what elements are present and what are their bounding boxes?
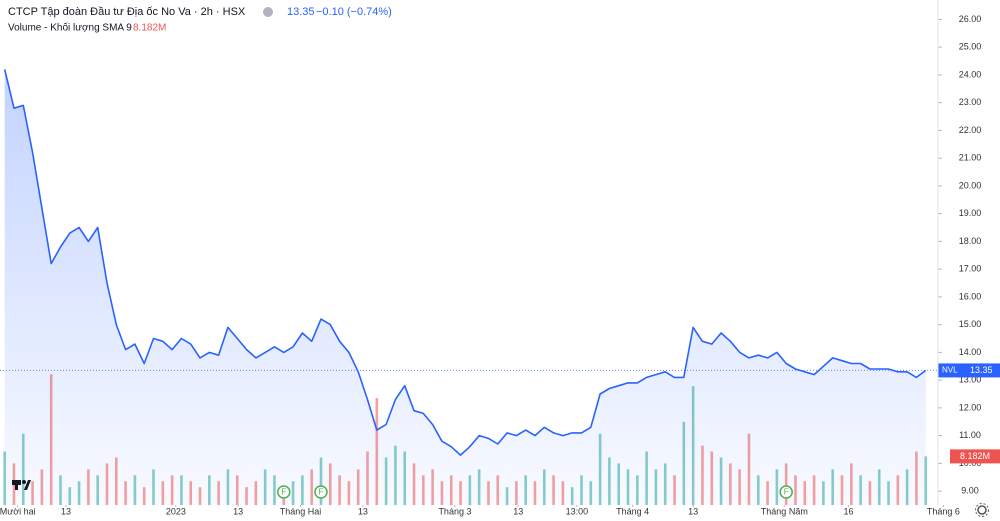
y-tick-label: 12.00 xyxy=(959,402,982,412)
y-tick-label: 9.00 xyxy=(961,486,979,496)
volume-tag-value: 8.182M xyxy=(960,451,990,461)
x-tick-label: 16 xyxy=(844,506,854,516)
tv-logo xyxy=(12,480,31,490)
volume-last: 8.182M xyxy=(133,23,166,34)
price-line xyxy=(3,69,927,456)
y-tick-label: 11.00 xyxy=(959,430,981,440)
y-tick-label: 18.00 xyxy=(959,236,982,246)
y-tick-label: 22.00 xyxy=(959,125,982,135)
status-icon xyxy=(263,7,273,17)
y-tick-label: 17.00 xyxy=(959,264,982,274)
x-tick-label: 13:00 xyxy=(566,506,589,516)
volume-bar xyxy=(3,451,6,505)
volume-legend: Volume - Khối lượng SMA 9 xyxy=(8,22,132,34)
price-change: −0.10 (−0.74%) xyxy=(316,6,392,18)
y-tick-label: 25.00 xyxy=(959,42,982,52)
x-tick-label: Mười hai xyxy=(0,506,36,516)
x-tick-label: 13 xyxy=(688,506,698,516)
x-tick-label: 13 xyxy=(358,506,368,516)
x-tick-label: 13 xyxy=(233,506,243,516)
y-tick-label: 23.00 xyxy=(959,97,982,107)
last-price: 13.35 xyxy=(287,6,315,18)
y-tick-label: 16.00 xyxy=(959,291,982,301)
earnings-marker-label: F xyxy=(319,488,324,497)
price-area xyxy=(4,69,926,505)
price-layer xyxy=(3,69,927,505)
x-tick-label: Tháng 4 xyxy=(616,506,649,516)
earnings-marker-label: F xyxy=(281,488,286,497)
earnings-marker xyxy=(314,485,328,499)
earnings-marker xyxy=(277,485,291,499)
axes: 9.0010.0011.0012.0013.0014.0015.0016.001… xyxy=(0,14,1000,516)
y-tick-label: 21.00 xyxy=(959,153,982,163)
settings-icon[interactable] xyxy=(975,503,989,517)
y-tick-label: 13.00 xyxy=(959,375,982,385)
price-tag xyxy=(938,363,1000,378)
x-tick-label: 2023 xyxy=(166,506,186,516)
x-tick-label: Tháng Năm xyxy=(761,506,808,516)
chart-title: CTCP Tập đoàn Đầu tư Địa ốc No Va · 2h ·… xyxy=(8,6,246,18)
x-tick-label: Tháng 3 xyxy=(438,506,471,516)
y-tick-label: 15.00 xyxy=(959,319,982,329)
earnings-marker-label: F xyxy=(784,488,789,497)
x-tick-label: 13 xyxy=(61,506,71,516)
price-tag-value: 13.35 xyxy=(970,365,993,375)
y-tick-label: 24.00 xyxy=(959,69,982,79)
volume-tag xyxy=(950,449,1000,464)
x-tick-label: 13 xyxy=(513,506,523,516)
volume-bar xyxy=(924,456,928,505)
y-tick-label: 20.00 xyxy=(959,180,982,190)
price-tag-symbol: NVL xyxy=(942,366,958,375)
x-tick-label: Tháng 6 xyxy=(927,506,960,516)
y-tick-label: 26.00 xyxy=(959,14,982,24)
earnings-marker xyxy=(779,485,793,499)
y-tick-label: 19.00 xyxy=(959,208,982,218)
y-tick-label: 14.00 xyxy=(959,347,982,357)
x-tick-label: Tháng Hai xyxy=(280,506,322,516)
